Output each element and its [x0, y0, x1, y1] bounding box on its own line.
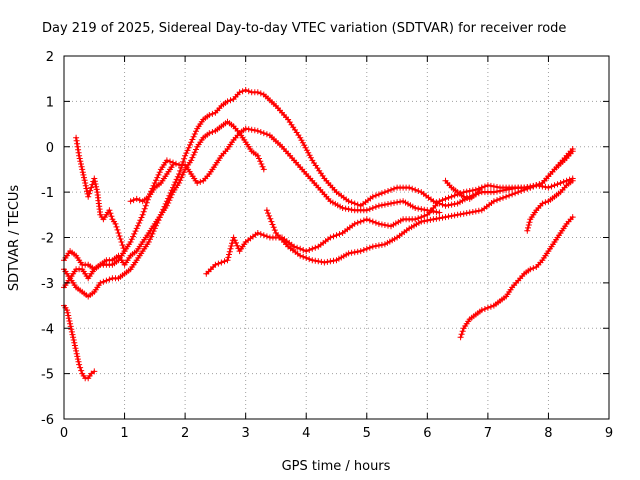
x-tick-label: 6 — [423, 426, 431, 441]
chart-title: Day 219 of 2025, Sidereal Day-to-day VTE… — [42, 21, 566, 36]
y-tick-label: -4 — [41, 322, 54, 337]
x-tick-label: 3 — [242, 426, 250, 441]
series-markers — [263, 148, 576, 266]
y-tick-label: -3 — [41, 277, 54, 292]
series-markers — [61, 87, 576, 300]
series-line — [265, 150, 574, 264]
series-s7 — [73, 134, 128, 255]
series-s2 — [61, 125, 443, 273]
series-markers — [127, 161, 176, 205]
series-markers — [442, 177, 485, 202]
series-markers — [73, 134, 128, 255]
series-s6 — [61, 302, 98, 382]
y-tick-label: 2 — [46, 50, 54, 65]
axes: 0 1 2 3 4 5 6 7 8 9 -6 -5 -4 -3 -2 -1 0 1 2 — [41, 50, 613, 441]
series-line — [62, 88, 574, 298]
series-markers — [61, 302, 98, 382]
x-tick-label: 9 — [605, 426, 613, 441]
x-tick-label: 4 — [302, 426, 310, 441]
series-markers — [457, 214, 576, 341]
series-markers — [524, 177, 576, 234]
plot-frame — [63, 55, 610, 420]
series-s1 — [61, 118, 267, 291]
series-markers — [61, 118, 267, 291]
series-markers — [61, 125, 443, 273]
series-s3 — [61, 87, 576, 300]
series-line — [62, 120, 265, 289]
y-tick-label: 0 — [46, 141, 54, 156]
series-s9 — [457, 214, 576, 341]
y-tick-label: -6 — [41, 413, 54, 428]
series-s10 — [524, 177, 576, 234]
y-tick-label: -1 — [41, 186, 54, 201]
y-tick-label: -5 — [41, 368, 54, 383]
y-tick-label: 1 — [46, 95, 54, 110]
x-tick-label: 0 — [60, 426, 68, 441]
x-axis-label: GPS time / hours — [282, 459, 391, 474]
series-s8 — [127, 161, 176, 205]
x-tick-label: 5 — [363, 426, 371, 441]
x-tick-label: 2 — [181, 426, 189, 441]
y-axis-label: SDTVAR / TECUs — [7, 185, 22, 292]
series-line — [459, 215, 574, 339]
series-line — [75, 136, 126, 253]
x-tick-label: 1 — [120, 426, 128, 441]
x-tick-label: 7 — [484, 426, 492, 441]
series-s5 — [263, 148, 576, 266]
y-tick-label: -2 — [41, 232, 54, 247]
x-tick-label: 8 — [544, 426, 552, 441]
series-s11 — [442, 177, 485, 202]
data-series — [61, 87, 576, 382]
